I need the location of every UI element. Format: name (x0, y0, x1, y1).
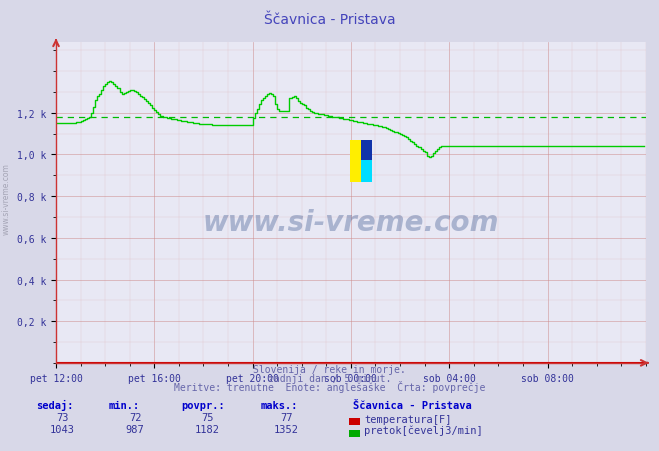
Text: pretok[čevelj3/min]: pretok[čevelj3/min] (364, 425, 483, 435)
Text: 73: 73 (57, 412, 69, 422)
Text: Ščavnica - Pristava: Ščavnica - Pristava (264, 14, 395, 27)
Text: 77: 77 (281, 412, 293, 422)
Text: temperatura[F]: temperatura[F] (364, 414, 452, 423)
Text: 1352: 1352 (274, 424, 299, 434)
Text: www.si-vreme.com: www.si-vreme.com (203, 208, 499, 236)
Text: 1182: 1182 (195, 424, 220, 434)
Text: 987: 987 (126, 424, 144, 434)
Text: 1043: 1043 (50, 424, 75, 434)
Bar (361, 161, 372, 182)
Text: maks.:: maks.: (260, 400, 298, 410)
Text: povpr.:: povpr.: (181, 400, 225, 410)
Text: sedaj:: sedaj: (36, 399, 74, 410)
Text: Meritve: trenutne  Enote: anglešaške  Črta: povprečje: Meritve: trenutne Enote: anglešaške Črta… (174, 380, 485, 392)
Text: 75: 75 (202, 412, 214, 422)
Text: Slovenija / reke in morje.: Slovenija / reke in morje. (253, 364, 406, 374)
Bar (350, 141, 365, 182)
Text: min.:: min.: (109, 400, 140, 410)
Text: 72: 72 (129, 412, 141, 422)
Bar (361, 141, 372, 161)
Text: www.si-vreme.com: www.si-vreme.com (2, 162, 11, 235)
Text: zadnji dan / 5 minut.: zadnji dan / 5 minut. (268, 373, 391, 383)
Text: Ščavnica - Pristava: Ščavnica - Pristava (353, 400, 471, 410)
